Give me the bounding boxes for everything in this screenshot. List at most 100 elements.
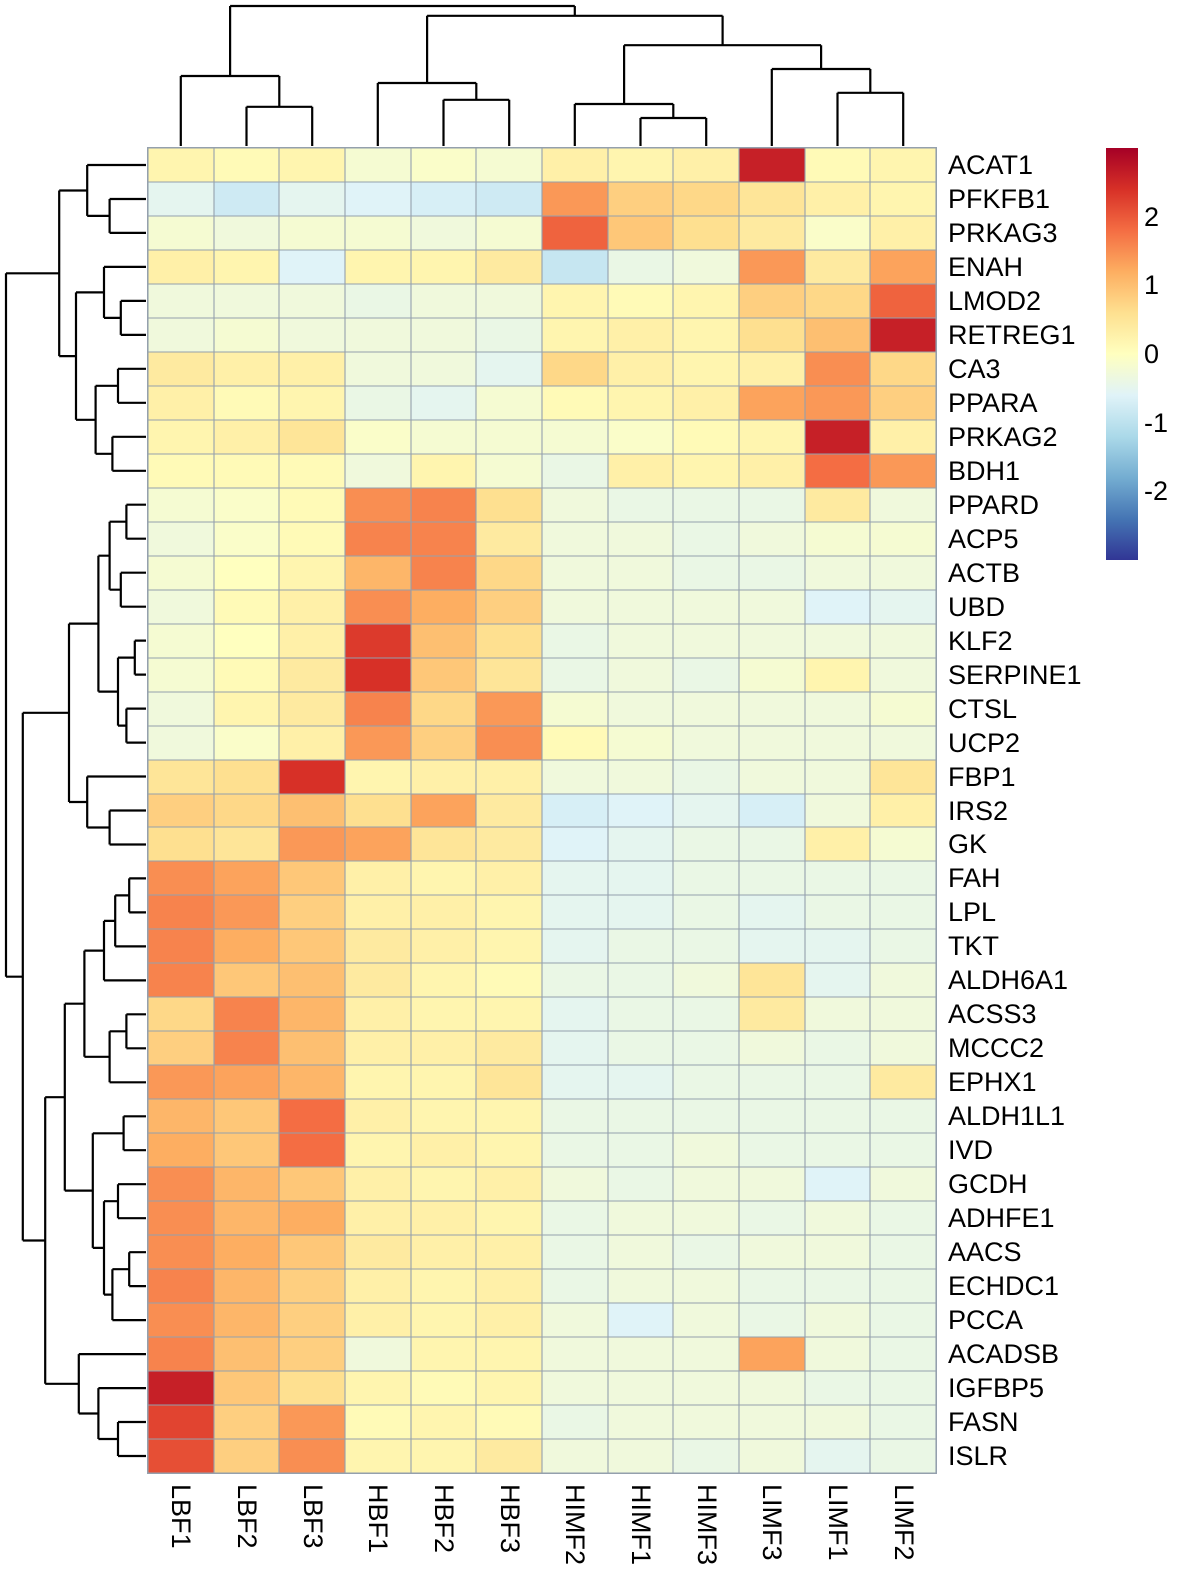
- heatmap-cell: [148, 1371, 214, 1406]
- dendrogram-lines: [4, 163, 146, 1458]
- heatmap-cell: [607, 861, 674, 896]
- heatmap-cell: [410, 1031, 477, 1066]
- heatmap-cell: [739, 215, 805, 250]
- heatmap-cell: [542, 181, 608, 216]
- heatmap-cell: [804, 1405, 871, 1440]
- heatmap-cell: [345, 827, 411, 862]
- heatmap-cell: [870, 1201, 936, 1236]
- heatmap-cell: [739, 1031, 805, 1066]
- heatmap-cell: [542, 453, 608, 488]
- heatmap-cell: [870, 691, 936, 726]
- heatmap-cell: [279, 1133, 345, 1168]
- heatmap-cell: [476, 963, 542, 998]
- heatmap-cell: [607, 419, 674, 454]
- heatmap-cell: [410, 1167, 477, 1202]
- heatmap-cell: [542, 385, 608, 420]
- heatmap-cell: [673, 521, 739, 556]
- heatmap-cell: [476, 283, 542, 318]
- heatmap-cell: [279, 521, 345, 556]
- heatmap-cell: [476, 827, 542, 862]
- heatmap-cell: [870, 1065, 936, 1100]
- heatmap-cell: [673, 759, 739, 794]
- heatmap-cell: [804, 725, 871, 760]
- heatmap-cell: [345, 419, 411, 454]
- row-label: ENAH: [948, 251, 1024, 282]
- heatmap-cell: [804, 657, 871, 692]
- heatmap-cell: [542, 725, 608, 760]
- heatmap-cell: [345, 1099, 411, 1134]
- heatmap-cell: [213, 827, 280, 862]
- heatmap-cell: [739, 181, 805, 216]
- heatmap-cell: [673, 1337, 739, 1372]
- heatmap-cell: [739, 657, 805, 692]
- heatmap-cell: [739, 1269, 805, 1304]
- heatmap-cell: [607, 1167, 674, 1202]
- heatmap-cell: [804, 487, 871, 522]
- heatmap-cell: [148, 759, 214, 794]
- heatmap-cell: [542, 148, 608, 182]
- column-label: HIMF2: [560, 1484, 591, 1565]
- heatmap-cell: [739, 521, 805, 556]
- heatmap-cell: [607, 215, 674, 250]
- heatmap-cell: [739, 1099, 805, 1134]
- heatmap-cell: [870, 1337, 936, 1372]
- heatmap-cell: [148, 1269, 214, 1304]
- heatmap-cell: [804, 1133, 871, 1168]
- heatmap-cell: [345, 487, 411, 522]
- heatmap-cell: [410, 148, 477, 182]
- colorbar-tick-label: 1: [1144, 270, 1160, 301]
- heatmap-cell: [804, 1439, 871, 1473]
- heatmap-cell: [410, 725, 477, 760]
- row-label: LPL: [948, 897, 997, 928]
- heatmap-cell: [870, 283, 936, 318]
- heatmap-cell: [739, 317, 805, 352]
- heatmap-cell: [804, 759, 871, 794]
- heatmap-cell: [345, 555, 411, 590]
- column-label: HBF1: [363, 1484, 394, 1554]
- heatmap-cell: [279, 215, 345, 250]
- heatmap-cell: [345, 1371, 411, 1406]
- heatmap-cell: [345, 759, 411, 794]
- heatmap-cell: [148, 181, 214, 216]
- heatmap-cell: [542, 963, 608, 998]
- heatmap-cell: [148, 215, 214, 250]
- heatmap-cell: [476, 929, 542, 964]
- heatmap-cell: [476, 759, 542, 794]
- heatmap-cell: [804, 555, 871, 590]
- heatmap-cell: [870, 997, 936, 1032]
- column-label: LIMF1: [823, 1484, 853, 1561]
- heatmap-cell: [410, 759, 477, 794]
- heatmap-cell: [279, 1167, 345, 1202]
- heatmap-cell: [476, 249, 542, 284]
- heatmap-cell: [673, 317, 739, 352]
- heatmap-cell: [279, 317, 345, 352]
- heatmap-cell: [804, 895, 871, 930]
- heatmap-cell: [542, 283, 608, 318]
- row-label: ACAT1: [948, 149, 1034, 180]
- heatmap-cell: [279, 895, 345, 930]
- heatmap-cell: [804, 1371, 871, 1406]
- heatmap-cell: [279, 623, 345, 658]
- heatmap-cell: [345, 1269, 411, 1304]
- heatmap-cell: [870, 1099, 936, 1134]
- heatmap-cell: [410, 521, 477, 556]
- column-label: LBF3: [297, 1484, 328, 1549]
- row-label: PRKAG3: [948, 217, 1058, 248]
- column-label: HBF2: [429, 1484, 459, 1554]
- heatmap-cell: [213, 657, 280, 692]
- heatmap-cell: [279, 691, 345, 726]
- heatmap-cell: [542, 1065, 608, 1100]
- heatmap-cell: [607, 929, 674, 964]
- heatmap-cell: [804, 793, 871, 828]
- heatmap-cell: [345, 1031, 411, 1066]
- heatmap-cell: [410, 1065, 477, 1100]
- column-label: LIMF3: [757, 1484, 788, 1561]
- heatmap-cell: [148, 1031, 214, 1066]
- heatmap-cell: [345, 521, 411, 556]
- heatmap-cell: [148, 1439, 214, 1473]
- heatmap-cell: [476, 1235, 542, 1270]
- heatmap-cell: [148, 1235, 214, 1270]
- heatmap-cell: [148, 929, 214, 964]
- heatmap-cell: [345, 589, 411, 624]
